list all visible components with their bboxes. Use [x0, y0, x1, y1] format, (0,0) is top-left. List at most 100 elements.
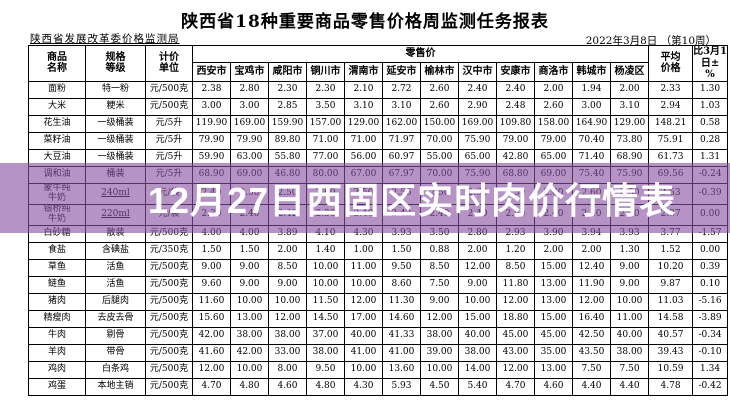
header-city: 铜川市: [306, 61, 345, 82]
city-price-cell: 38.00: [609, 343, 650, 362]
commodity-name-cell: 菜籽油: [28, 131, 86, 150]
city-price-cell: 89.80: [268, 131, 307, 150]
pct-change-cell: -0.34: [692, 326, 729, 345]
city-price-cell: 13.00: [534, 275, 573, 294]
city-price-cell: 45.00: [534, 326, 573, 345]
pct-change-cell: 0.00: [692, 241, 729, 260]
city-price-cell: 12.00: [458, 258, 497, 277]
average-price-cell: 10.20: [648, 258, 694, 277]
spec-grade-cell: 去皮去骨: [85, 309, 146, 328]
city-price-cell: 8.50: [496, 258, 535, 277]
overlay-banner: 12月27日西固区实时肉价行情表: [0, 163, 730, 233]
header-city: 宝鸡市: [230, 61, 269, 82]
city-price-cell: 157.00: [306, 114, 345, 133]
city-price-cell: 7.50: [609, 360, 650, 379]
city-price-cell: 4.60: [534, 377, 573, 396]
city-price-cell: 4.30: [344, 377, 383, 396]
pct-change-cell: -3.89: [692, 309, 729, 328]
city-price-cell: 70.00: [420, 131, 459, 150]
city-price-cell: 42.50: [572, 326, 611, 345]
city-price-cell: 10.00: [420, 360, 459, 379]
city-price-cell: 159.90: [268, 114, 307, 133]
city-price-cell: 13.00: [534, 360, 573, 379]
city-price-cell: 13.00: [534, 292, 573, 311]
report-date: 2022年3月8日 （第10周）: [585, 35, 716, 47]
unit-cell: 元/500克: [145, 80, 193, 99]
header-city: 咸阳市: [268, 61, 307, 82]
unit-cell: 元/5升: [145, 114, 193, 133]
city-price-cell: 164.90: [572, 114, 611, 133]
commodity-name-cell: 食盐: [28, 241, 86, 260]
city-price-cell: 71.00: [306, 131, 345, 150]
average-price-cell: 2.33: [648, 80, 694, 99]
header-city: 渭南市: [344, 61, 383, 82]
city-price-cell: 9.00: [458, 275, 497, 294]
table-row: 猪肉 后腿肉 元/500克 11.60 10.00 10.00 11.50 12.00 11.3…: [28, 292, 729, 311]
spec-grade-cell: 剔骨: [85, 326, 146, 345]
city-price-cell: 9.00: [230, 275, 269, 294]
city-price-cell: 11.50: [306, 292, 345, 311]
city-price-cell: 1.20: [496, 241, 535, 260]
city-price-cell: 2.00: [534, 241, 573, 260]
pct-change-cell: 1.34: [692, 360, 729, 379]
city-price-cell: 2.30: [268, 80, 307, 99]
table-row: 精瘦肉 去皮去骨 元/500克 15.60 13.00 12.00 14.50 17.00 14…: [28, 309, 729, 328]
city-price-cell: 4.50: [420, 377, 459, 396]
city-price-cell: 3.00: [230, 97, 269, 116]
city-price-cell: 79.00: [534, 131, 573, 150]
unit-cell: 元/500克: [145, 326, 193, 345]
city-price-cell: 9.60: [192, 275, 231, 294]
city-price-cell: 70.40: [572, 131, 611, 150]
city-price-cell: 3.00: [572, 97, 611, 116]
city-price-cell: 2.40: [496, 80, 535, 99]
city-price-cell: 2.00: [534, 80, 573, 99]
city-price-cell: 109.80: [496, 114, 535, 133]
header-change-vs-mar1: 比3月1日± %: [692, 45, 729, 82]
city-price-cell: 1.00: [344, 241, 383, 260]
city-price-cell: 68.90: [609, 148, 650, 167]
table-row: 鸡肉 白条鸡 元/500克 12.00 10.00 8.00 9.50 10.00 13.60 1…: [28, 360, 729, 379]
header-city: 西安市: [192, 61, 231, 82]
city-price-cell: 1.50: [382, 241, 421, 260]
city-price-cell: 40.00: [344, 326, 383, 345]
city-price-cell: 38.00: [230, 326, 269, 345]
city-price-cell: 43.50: [572, 343, 611, 362]
city-price-cell: 12.00: [572, 292, 611, 311]
city-price-cell: 13.00: [230, 309, 269, 328]
unit-cell: 元/500克: [145, 275, 193, 294]
city-price-cell: 11.00: [344, 258, 383, 277]
city-price-cell: 3.10: [609, 97, 650, 116]
spec-grade-cell: 粳米: [85, 97, 146, 116]
city-price-cell: 1.50: [192, 241, 231, 260]
header-spec-grade: 规格 等级: [85, 45, 146, 82]
city-price-cell: 9.00: [609, 258, 650, 277]
city-price-cell: 13.60: [382, 360, 421, 379]
spec-grade-cell: 含碘盐: [85, 241, 146, 260]
average-price-cell: 14.58: [648, 309, 694, 328]
average-price-cell: 148.21: [648, 114, 694, 133]
city-price-cell: 0.88: [420, 241, 459, 260]
spec-grade-cell: 白条鸡: [85, 360, 146, 379]
commodity-name-cell: 草鱼: [28, 258, 86, 277]
city-price-cell: 38.00: [420, 326, 459, 345]
spec-grade-cell: 活鱼: [85, 275, 146, 294]
city-price-cell: 9.00: [268, 275, 307, 294]
city-price-cell: 42.00: [230, 343, 269, 362]
unit-cell: 元/500克: [145, 309, 193, 328]
city-price-cell: 2.90: [458, 97, 497, 116]
city-price-cell: 2.72: [382, 80, 421, 99]
pct-change-cell: 0.10: [692, 275, 729, 294]
unit-cell: 元/350克: [145, 241, 193, 260]
city-price-cell: 3.10: [344, 97, 383, 116]
city-price-cell: 8.60: [382, 275, 421, 294]
spec-grade-cell: 后腿肉: [85, 292, 146, 311]
city-price-cell: 9.50: [382, 258, 421, 277]
commodity-name-cell: 羊肉: [28, 343, 86, 362]
city-price-cell: 119.90: [192, 114, 231, 133]
city-price-cell: 129.00: [344, 114, 383, 133]
city-price-cell: 15.00: [458, 309, 497, 328]
pct-change-cell: -0.42: [692, 377, 729, 396]
header-city: 商洛市: [534, 61, 573, 82]
table-row: 菜籽油 一级桶装 元/5升 79.90 79.90 89.80 71.00 71.00 71.9…: [28, 131, 729, 150]
city-price-cell: 10.00: [306, 258, 345, 277]
